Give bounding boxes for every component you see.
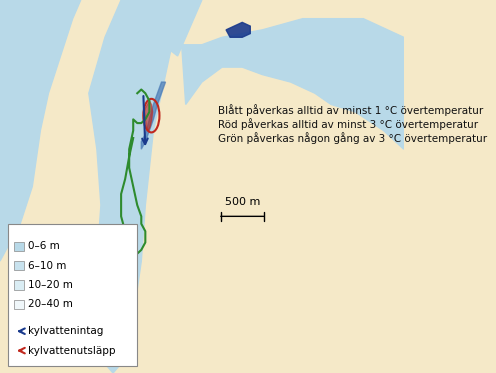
- Polygon shape: [89, 0, 186, 373]
- Polygon shape: [182, 19, 404, 149]
- Text: 6–10 m: 6–10 m: [28, 261, 66, 270]
- Text: 500 m: 500 m: [225, 197, 260, 207]
- Polygon shape: [0, 0, 81, 261]
- Polygon shape: [226, 22, 250, 37]
- Polygon shape: [141, 0, 202, 56]
- Text: 10–20 m: 10–20 m: [28, 280, 73, 290]
- Bar: [14, 261, 24, 270]
- Polygon shape: [144, 101, 153, 131]
- Bar: [14, 242, 24, 251]
- Bar: [14, 280, 24, 289]
- Bar: [8, 224, 137, 366]
- Text: kylvattenutsläpp: kylvattenutsläpp: [28, 346, 116, 355]
- Polygon shape: [141, 82, 166, 149]
- Bar: [14, 300, 24, 309]
- Text: 20–40 m: 20–40 m: [28, 300, 73, 309]
- Text: kylvattenintag: kylvattenintag: [28, 326, 104, 336]
- Text: 0–6 m: 0–6 m: [28, 241, 60, 251]
- Text: Blått påverkas alltid av minst 1 °C övertemperatur
Röd påverkas alltid av minst : Blått påverkas alltid av minst 1 °C över…: [218, 104, 487, 144]
